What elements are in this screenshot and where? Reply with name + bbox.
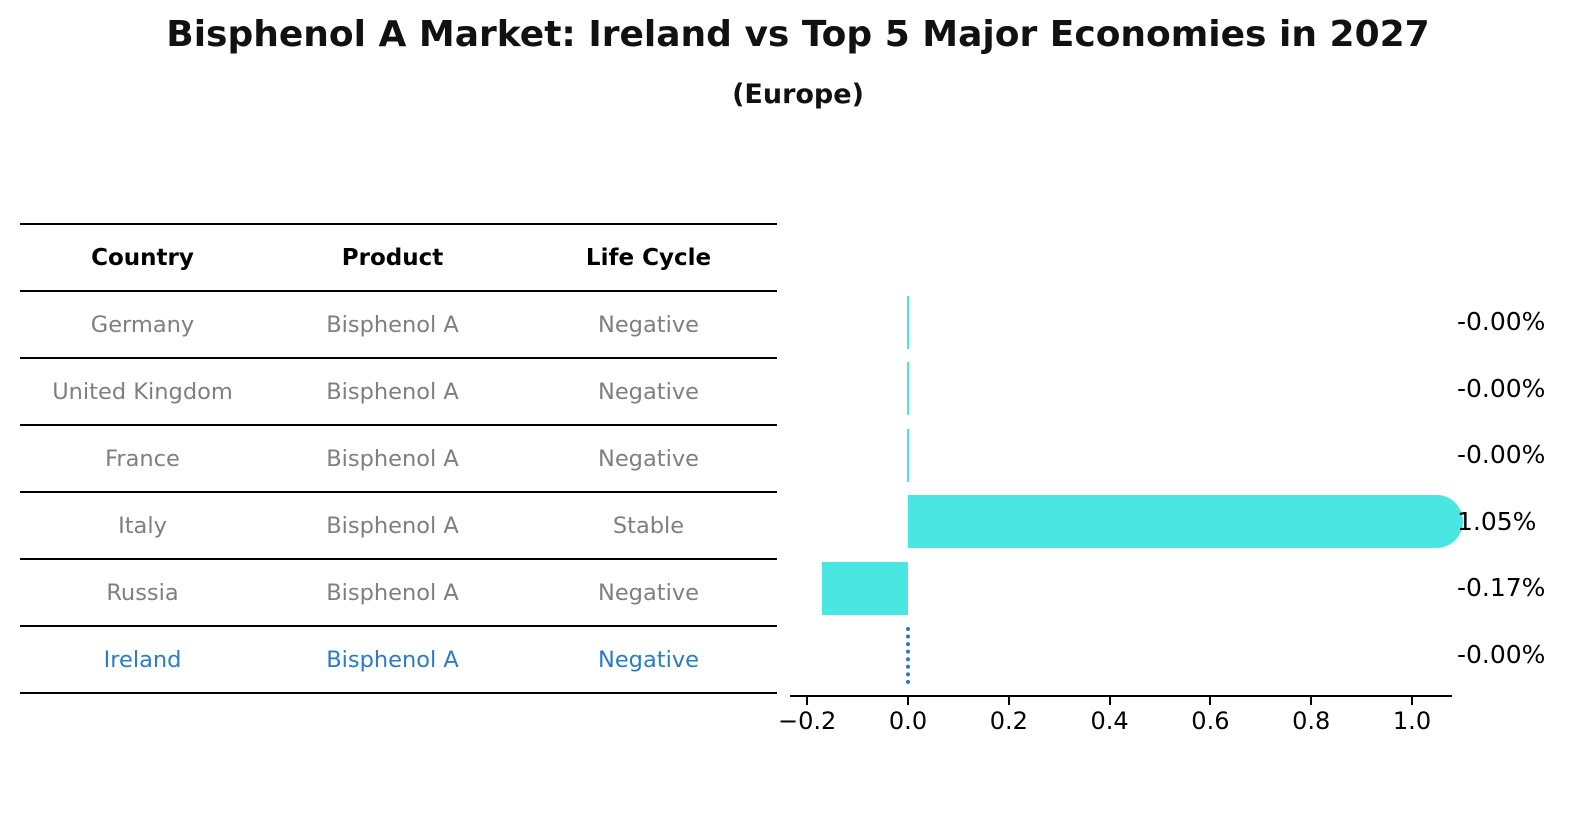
bar-chart-plot-area: −0.2 0.0 0.2 0.4 0.6 0.8 1.0 xyxy=(778,290,1464,735)
x-tick-mark xyxy=(1108,697,1111,705)
cell-country: Germany xyxy=(20,290,265,358)
cell-lifecycle: Negative xyxy=(520,290,777,358)
x-tick-label: 0.6 xyxy=(1191,707,1230,735)
country-table: Country Product Life Cycle Germany Bisph… xyxy=(20,223,777,694)
cell-lifecycle: Negative xyxy=(520,424,777,492)
bar-italy xyxy=(908,495,1464,548)
chart-title: Bisphenol A Market: Ireland vs Top 5 Maj… xyxy=(166,14,1430,55)
table-row: France Bisphenol A Negative xyxy=(20,424,777,492)
bar-ireland xyxy=(906,626,910,684)
value-label-russia: -0.17% xyxy=(1457,573,1546,602)
table-header-country: Country xyxy=(20,223,265,291)
cell-lifecycle: Negative xyxy=(520,558,777,626)
cell-country: France xyxy=(20,424,265,492)
chart-subtitle: (Europe) xyxy=(732,79,864,110)
x-tick-mark xyxy=(1007,697,1010,705)
cell-lifecycle: Negative xyxy=(520,625,777,694)
value-label-france: -0.00% xyxy=(1457,440,1546,469)
value-label-ireland: -0.00% xyxy=(1457,639,1546,669)
x-tick-label: 1.0 xyxy=(1392,707,1432,735)
x-tick-mark xyxy=(806,697,809,705)
cell-lifecycle: Stable xyxy=(520,491,777,559)
table-row: Italy Bisphenol A Stable xyxy=(20,491,777,559)
cell-country: United Kingdom xyxy=(20,357,265,425)
table-header-row: Country Product Life Cycle xyxy=(20,223,777,291)
bar-russia xyxy=(822,561,908,615)
x-tick-label: 0.4 xyxy=(1090,707,1129,735)
x-tick-mark xyxy=(1209,697,1212,705)
cell-product: Bisphenol A xyxy=(265,625,520,694)
x-tick-mark xyxy=(1411,697,1413,705)
bar-france xyxy=(906,428,909,482)
table-row-ireland: Ireland Bisphenol A Negative xyxy=(20,625,777,694)
cell-product: Bisphenol A xyxy=(265,357,520,425)
table-header-lifecycle: Life Cycle xyxy=(520,223,777,291)
table-row: Russia Bisphenol A Negative xyxy=(20,558,777,626)
cell-country: Ireland xyxy=(20,625,265,694)
cell-lifecycle: Negative xyxy=(520,357,777,425)
cell-product: Bisphenol A xyxy=(265,491,520,559)
cell-country: Russia xyxy=(20,558,265,626)
x-tick-label: 0.0 xyxy=(888,707,928,735)
x-tick-label: 0.8 xyxy=(1292,707,1331,735)
x-tick-label: −0.2 xyxy=(778,707,837,735)
value-label-italy: 1.05% xyxy=(1457,506,1537,536)
value-label-germany: -0.00% xyxy=(1457,307,1546,336)
x-tick-mark xyxy=(1310,697,1313,705)
cell-product: Bisphenol A xyxy=(265,424,520,492)
bar-united-kingdom xyxy=(906,362,909,415)
bar-germany xyxy=(906,295,909,349)
cell-product: Bisphenol A xyxy=(265,290,520,358)
x-axis-line xyxy=(790,695,1452,697)
cell-product: Bisphenol A xyxy=(265,558,520,626)
x-tick-label: 0.2 xyxy=(989,707,1028,735)
table-row: United Kingdom Bisphenol A Negative xyxy=(20,357,777,425)
cell-country: Italy xyxy=(20,491,265,559)
x-tick-mark xyxy=(907,697,909,705)
value-label-united-kingdom: -0.00% xyxy=(1457,373,1546,403)
table-row: Germany Bisphenol A Negative xyxy=(20,290,777,358)
table-header-product: Product xyxy=(265,223,520,291)
